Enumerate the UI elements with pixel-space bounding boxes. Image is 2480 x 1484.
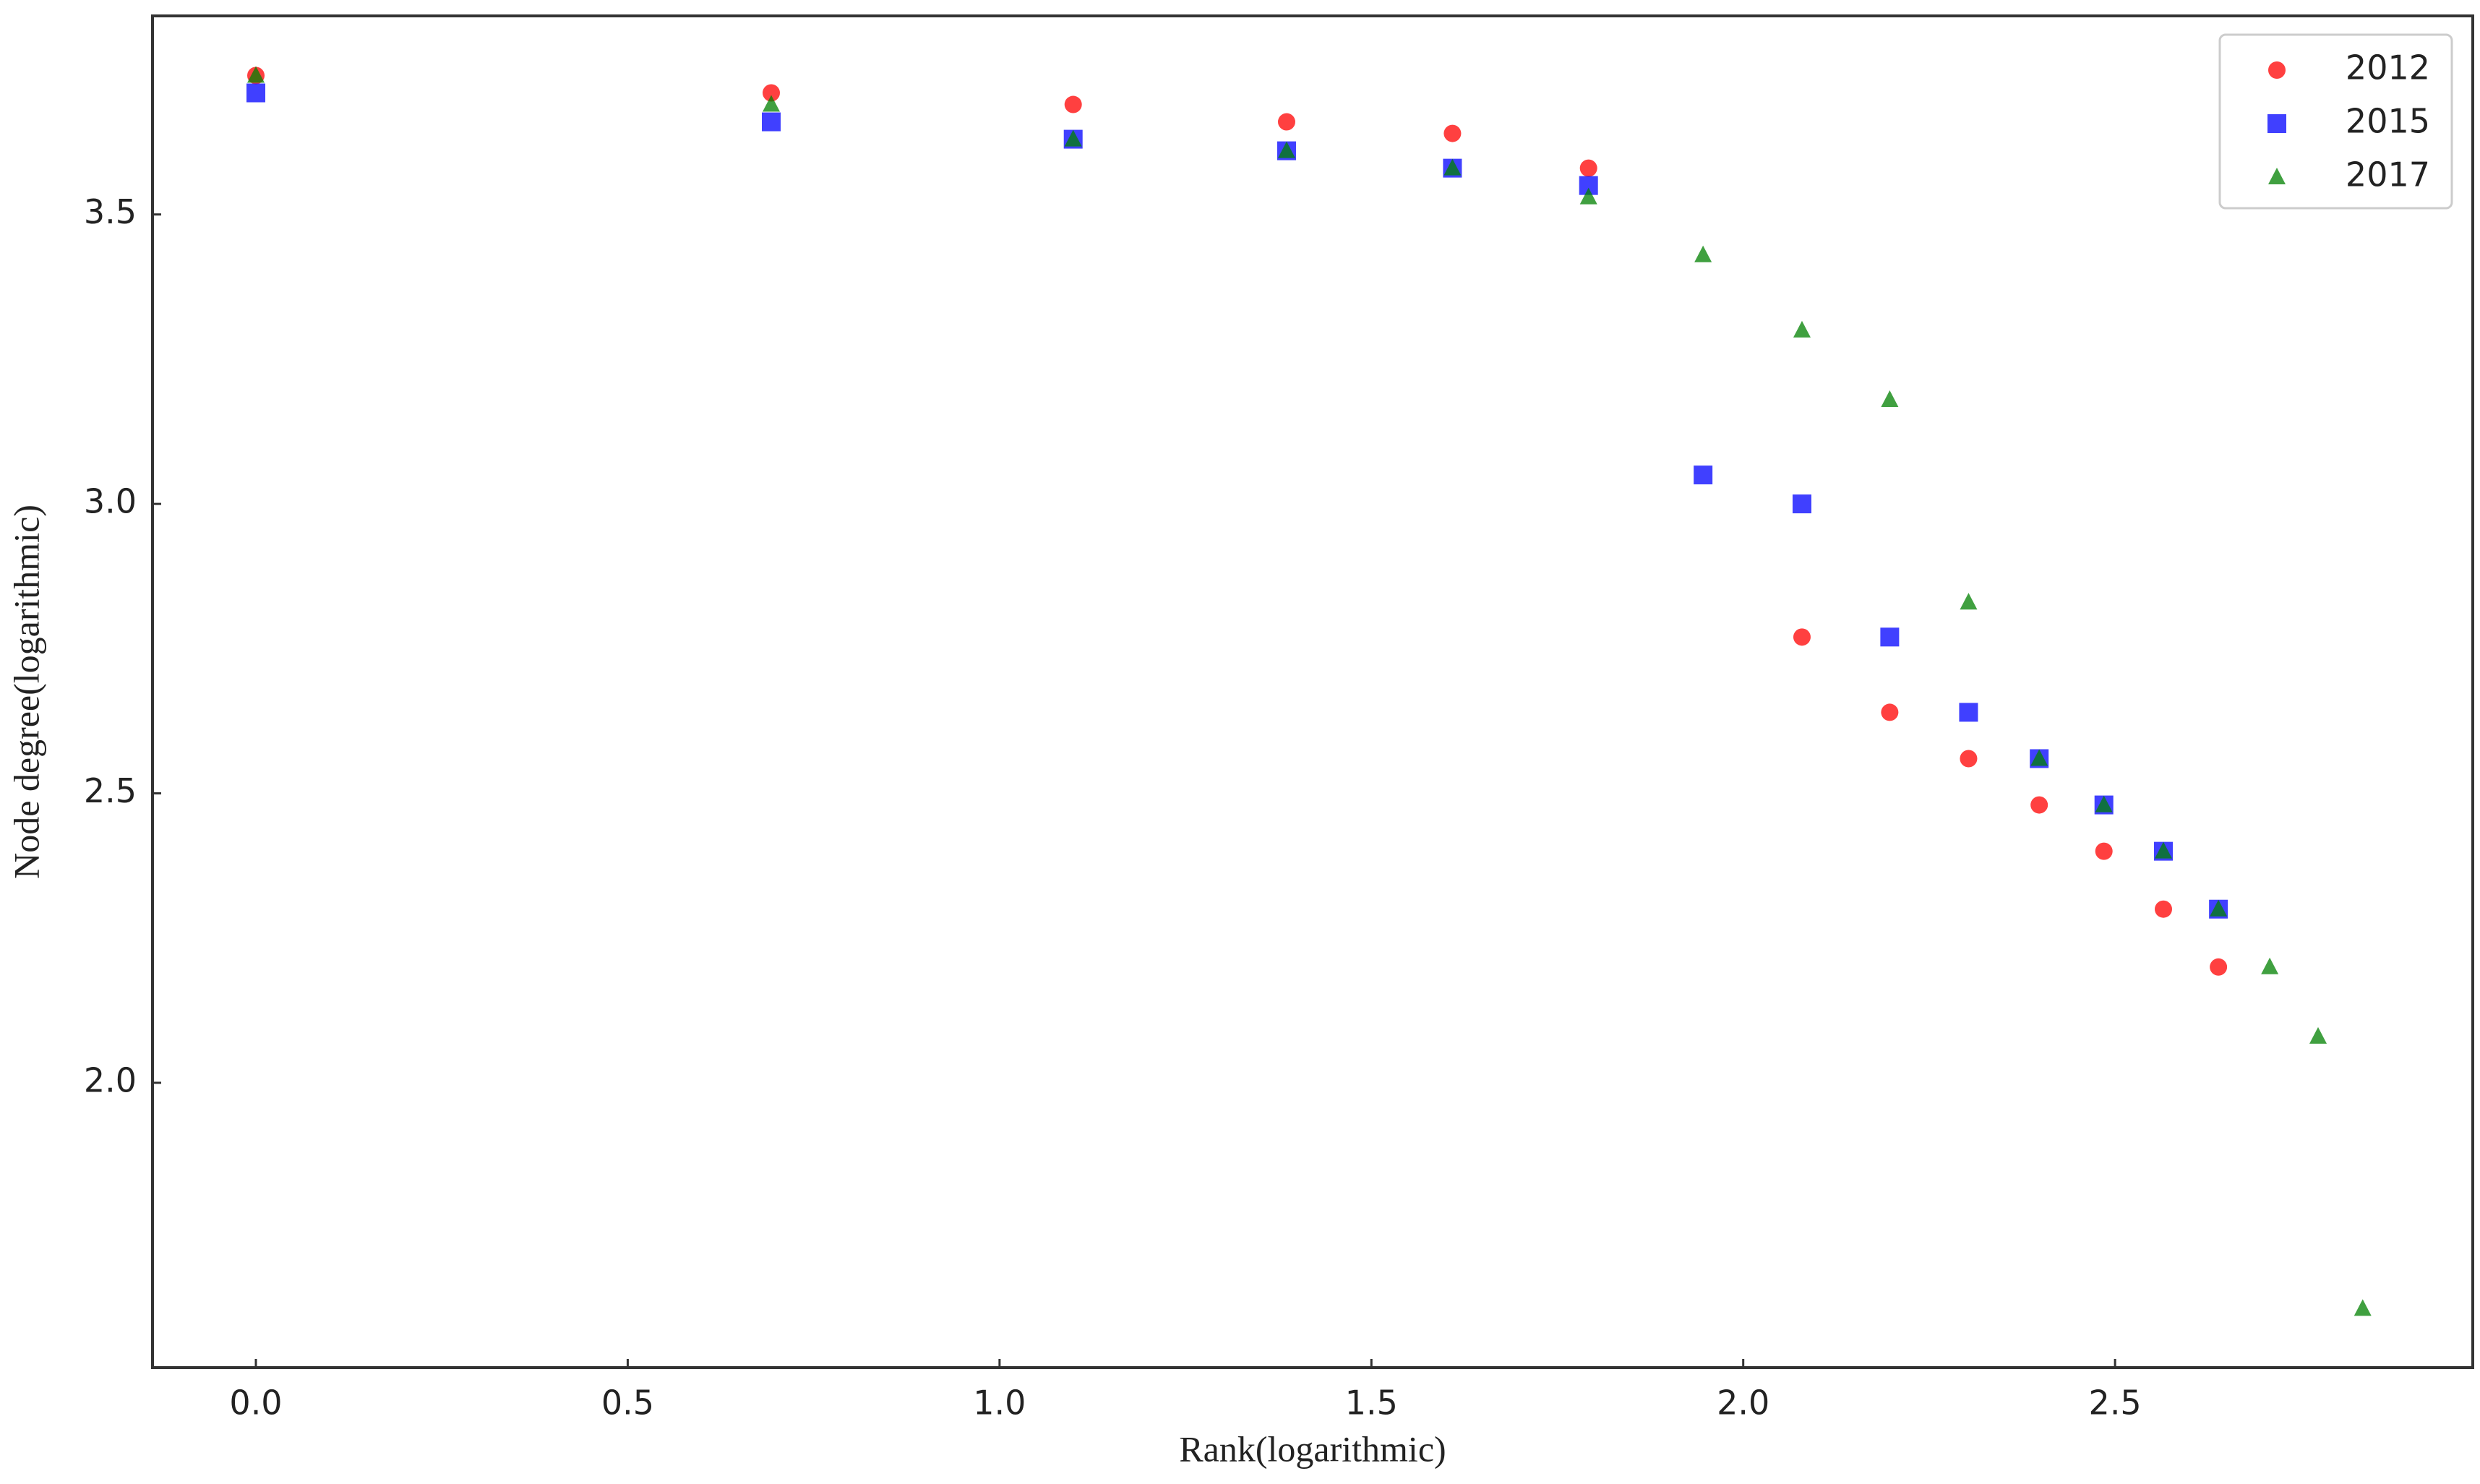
y-axis-label: Node degree(logarithmic) bbox=[6, 505, 46, 879]
x-tick-label: 0.0 bbox=[229, 1384, 282, 1423]
marker-circle bbox=[1793, 628, 1811, 646]
marker-circle bbox=[1443, 124, 1462, 142]
marker-triangle bbox=[1881, 390, 1899, 407]
marker-circle bbox=[1277, 113, 1295, 131]
marker-triangle bbox=[2261, 957, 2279, 974]
marker-square bbox=[1880, 627, 1900, 647]
plot-frame bbox=[151, 14, 2474, 1369]
marker-triangle bbox=[1694, 245, 1712, 262]
legend-label: 2012 bbox=[2346, 48, 2430, 87]
marker-square bbox=[762, 112, 781, 132]
marker-triangle bbox=[1793, 320, 1811, 338]
marker-triangle bbox=[2210, 899, 2228, 917]
x-tick-label: 1.5 bbox=[1345, 1384, 1398, 1423]
marker-triangle bbox=[1277, 141, 1295, 158]
marker-triangle bbox=[1579, 187, 1597, 205]
marker-triangle bbox=[763, 95, 780, 112]
marker-triangle bbox=[247, 66, 265, 83]
y-tick-label: 2.0 bbox=[84, 1060, 137, 1099]
marker-circle bbox=[1960, 750, 1978, 768]
x-axis-label: Rank(logarithmic) bbox=[1179, 1428, 1446, 1469]
marker-square bbox=[1792, 494, 1811, 514]
marker-triangle bbox=[1064, 129, 1082, 147]
x-tick-label: 2.0 bbox=[1717, 1384, 1769, 1423]
marker-circle bbox=[2268, 61, 2286, 79]
marker-square bbox=[246, 83, 266, 103]
marker-circle bbox=[2030, 796, 2048, 814]
marker-square bbox=[1959, 703, 1978, 722]
x-tick-label: 2.5 bbox=[2089, 1384, 2142, 1423]
x-tick-label: 1.0 bbox=[973, 1384, 1026, 1423]
marker-circle bbox=[1881, 703, 1899, 721]
legend-label: 2017 bbox=[2346, 155, 2430, 194]
marker-circle bbox=[1579, 159, 1597, 177]
marker-square bbox=[1694, 466, 1713, 485]
marker-triangle bbox=[2354, 1299, 2372, 1316]
y-tick-label: 3.5 bbox=[84, 192, 137, 231]
marker-triangle bbox=[2268, 168, 2286, 184]
marker-circle bbox=[2210, 958, 2228, 976]
marker-circle bbox=[2155, 900, 2172, 918]
marker-triangle bbox=[2030, 749, 2048, 766]
marker-triangle bbox=[1960, 593, 1978, 610]
marker-triangle bbox=[2309, 1026, 2327, 1044]
marker-square bbox=[2267, 114, 2286, 133]
x-tick-label: 0.5 bbox=[601, 1384, 654, 1423]
marker-triangle bbox=[1443, 158, 1462, 176]
legend-label: 2015 bbox=[2346, 102, 2430, 141]
y-tick-label: 2.5 bbox=[84, 771, 137, 810]
y-tick-label: 3.0 bbox=[84, 482, 137, 521]
marker-triangle bbox=[2155, 841, 2172, 859]
marker-triangle bbox=[2095, 795, 2113, 812]
marker-circle bbox=[763, 84, 780, 102]
marker-circle bbox=[2095, 842, 2113, 860]
marker-circle bbox=[1064, 95, 1082, 113]
